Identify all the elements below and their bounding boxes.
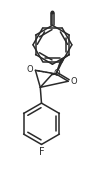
Text: O: O	[26, 65, 33, 74]
Polygon shape	[56, 59, 63, 74]
Text: F: F	[39, 147, 44, 157]
Text: O: O	[53, 69, 60, 78]
Text: O: O	[71, 77, 78, 86]
